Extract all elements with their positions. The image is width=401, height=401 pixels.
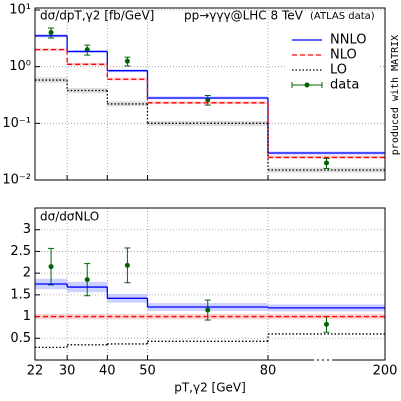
legend-bg: [286, 30, 380, 95]
y-tick-label: 10⁻¹: [2, 116, 31, 131]
y-tick-label: 10⁰: [9, 59, 31, 74]
data-point: [84, 277, 90, 283]
y-tick-label: 3: [23, 222, 31, 237]
legend-swatch: [304, 82, 310, 88]
data-point: [324, 321, 329, 327]
y-tick-label: 1: [23, 309, 31, 324]
x-tick-label: 50: [139, 364, 156, 379]
data-point: [48, 264, 54, 270]
top-title: dσ/dpT,γ2 [fb/GeV]: [40, 9, 154, 23]
data-point: [124, 262, 130, 268]
legend-label: NNLO: [330, 33, 366, 48]
x-tick-label: 80: [260, 364, 277, 379]
uncertainty-band: [35, 77, 68, 83]
x-tick-label: 40: [99, 364, 116, 379]
x-tick-label: 200: [373, 364, 398, 379]
y-tick-label: 2.5: [10, 244, 31, 259]
subtitle: pp→γγγ@LHC 8 TeV: [184, 9, 304, 23]
uncertainty-band: [107, 101, 148, 107]
top-frame: [34, 7, 386, 181]
y-tick-label: 2: [23, 266, 31, 281]
y-tick-label: 1.5: [10, 287, 31, 302]
side-note: produced with MATRIX: [390, 35, 401, 155]
data-point: [205, 307, 211, 313]
y-tick-label: 0.5: [10, 331, 31, 346]
y-tick-label: 10⁻²: [2, 173, 31, 188]
x-tick-label: 22: [27, 364, 44, 379]
uncertainty-band: [67, 88, 108, 94]
annotation: (ATLAS data): [310, 11, 375, 22]
bottom-ylabel: dσ/dσNLO: [40, 210, 99, 224]
data-point: [84, 47, 90, 53]
x-tick-label: 30: [59, 364, 76, 379]
y-tick-label: 10¹: [9, 3, 31, 18]
bottom-frame: [34, 207, 386, 361]
legend-label: data: [330, 78, 359, 93]
uncertainty-band: [268, 167, 385, 173]
data-point: [124, 58, 130, 64]
legend-label: LO: [330, 63, 347, 78]
data-point: [48, 30, 54, 36]
legend-label: NLO: [330, 48, 357, 63]
x-axis-label: pT,γ2 [GeV]: [174, 381, 246, 395]
data-point: [324, 160, 329, 166]
